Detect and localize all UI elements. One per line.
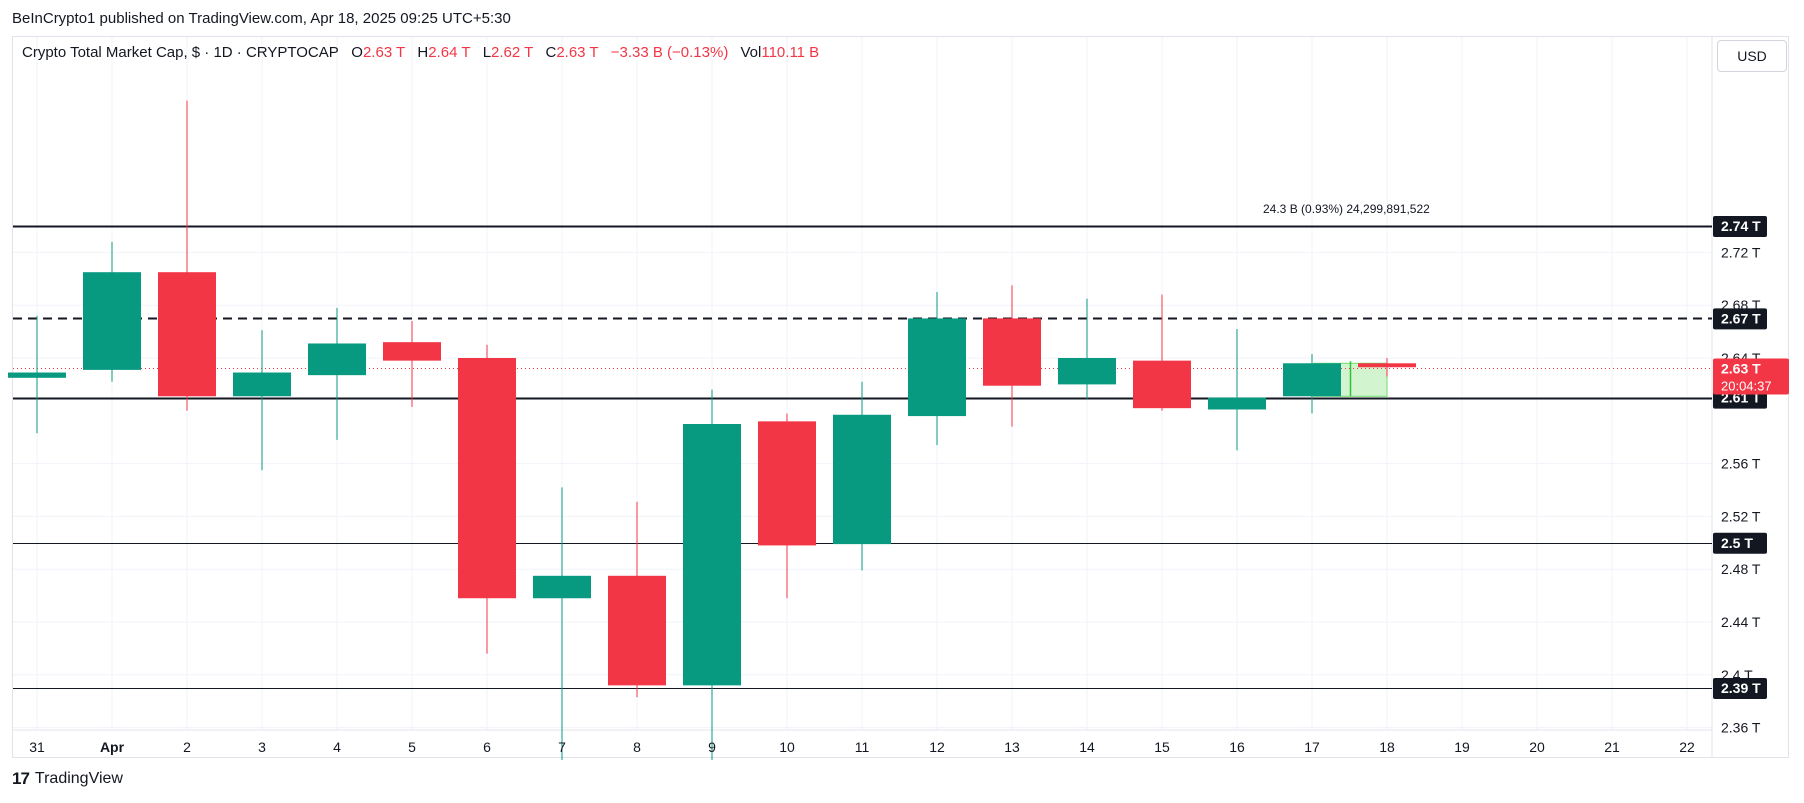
close-label: C	[545, 44, 557, 61]
candle-body[interactable]	[758, 421, 816, 546]
high-value: 2.64 T	[428, 44, 471, 61]
x-tick-label: 31	[29, 739, 45, 755]
candle-body[interactable]	[608, 575, 666, 686]
level-badge-label: 2.74 T	[1721, 218, 1761, 234]
level-badge	[1713, 216, 1767, 237]
x-tick-label: 15	[1154, 739, 1170, 755]
open-value: 2.63 T	[362, 44, 406, 61]
high-label: H	[417, 44, 429, 61]
candle-body[interactable]	[458, 358, 516, 599]
tradingview-logo-icon: 17	[12, 769, 30, 788]
candle-body[interactable]	[1358, 363, 1416, 368]
level-badge-label: 2.5 T	[1721, 535, 1753, 551]
level-badge	[1713, 308, 1767, 330]
measure-label: 24.3 B (0.93%) 24,299,891,522	[1263, 202, 1430, 216]
chart-frame	[12, 36, 1789, 758]
x-tick-label: 4	[333, 739, 341, 755]
x-tick-label: 11	[855, 739, 870, 755]
low-label: L	[482, 44, 492, 61]
level-badge	[1713, 532, 1767, 554]
close-value: 2.63 T	[556, 44, 599, 61]
x-tick-label: 14	[1079, 739, 1095, 755]
symbol-legend[interactable]: Crypto Total Market Cap, $ · 1D · CRYPTO…	[22, 44, 827, 61]
x-tick-label: 6	[483, 739, 491, 755]
x-tick-label: 19	[1454, 739, 1470, 755]
y-tick-label: 2.56 T	[1721, 456, 1761, 472]
y-tick-label: 2.44 T	[1721, 614, 1761, 630]
y-tick-label: 2.36 T	[1721, 720, 1761, 736]
candle-body[interactable]	[1283, 363, 1341, 397]
x-tick-label: 16	[1229, 739, 1245, 755]
x-tick-label: 22	[1679, 739, 1695, 755]
footer-brand[interactable]: 17 TradingView	[12, 769, 123, 789]
candle-body[interactable]	[908, 318, 966, 417]
tradingview-brand-label: TradingView	[34, 770, 123, 787]
candle-body[interactable]	[983, 318, 1041, 386]
x-tick-label: 17	[1304, 739, 1320, 755]
candle-body[interactable]	[1058, 358, 1116, 385]
x-tick-label: 3	[258, 739, 266, 755]
open-label: O	[351, 44, 363, 61]
low-value: 2.62 T	[491, 44, 534, 61]
x-tick-label: Apr	[100, 739, 125, 755]
current-price-label: 2.63 T	[1721, 361, 1761, 377]
candle-body[interactable]	[1208, 397, 1266, 410]
symbol-title[interactable]: Crypto Total Market Cap, $ · 1D · CRYPTO…	[22, 44, 339, 61]
level-badge-label: 2.39 T	[1721, 680, 1761, 696]
candle-body[interactable]	[533, 575, 591, 599]
x-tick-label: 12	[929, 739, 945, 755]
currency-button[interactable]: USD	[1717, 40, 1787, 72]
x-tick-label: 13	[1004, 739, 1020, 755]
y-tick-label: 2.48 T	[1721, 561, 1761, 577]
x-tick-label: 20	[1529, 739, 1545, 755]
x-tick-label: 9	[708, 739, 716, 755]
volume-value: 110.11 B	[761, 44, 820, 61]
candle-body[interactable]	[233, 372, 291, 397]
x-tick-label: 18	[1379, 739, 1395, 755]
level-badge-label: 2.67 T	[1721, 310, 1761, 326]
change-value: −3.33 B (−0.13%)	[610, 44, 729, 61]
x-tick-label: 2	[183, 739, 191, 755]
x-tick-label: 8	[633, 739, 641, 755]
candle-body[interactable]	[683, 424, 741, 686]
level-badge	[1713, 678, 1767, 699]
x-tick-label: 10	[779, 739, 795, 755]
bar-countdown: 20:04:37	[1721, 379, 1772, 394]
candle-body[interactable]	[83, 272, 141, 370]
x-tick-label: 21	[1604, 739, 1620, 755]
x-tick-label: 7	[558, 739, 566, 755]
candle-body[interactable]	[8, 372, 66, 378]
candle-body[interactable]	[1133, 360, 1191, 409]
candle-body[interactable]	[158, 272, 216, 397]
candle-body[interactable]	[308, 343, 366, 376]
current-price-badge	[1713, 358, 1789, 395]
candle-body[interactable]	[383, 342, 441, 361]
candle-body[interactable]	[833, 414, 891, 545]
y-tick-label: 2.72 T	[1721, 244, 1761, 260]
x-tick-label: 5	[408, 739, 416, 755]
y-tick-label: 2.52 T	[1721, 508, 1761, 524]
publisher-line: BeInCrypto1 published on TradingView.com…	[12, 10, 511, 27]
volume-label: Vol	[740, 44, 762, 61]
